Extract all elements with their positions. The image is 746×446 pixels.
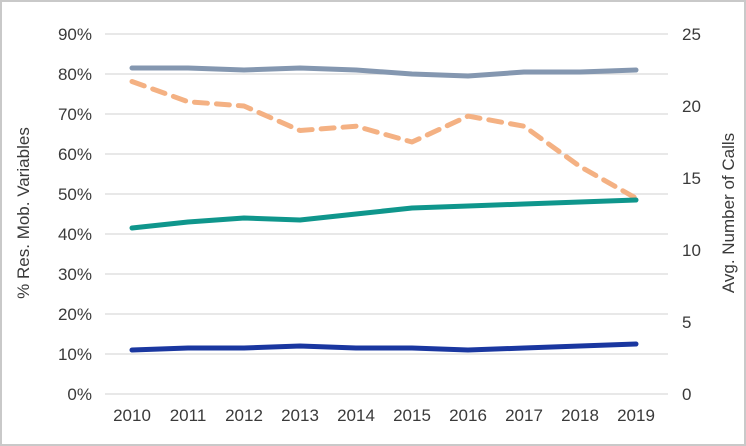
left-axis-title: % Res. Mob. Variables — [14, 127, 33, 299]
x-tick-label: 2019 — [617, 406, 655, 425]
right-tick-label: 10 — [682, 241, 701, 260]
series-lines — [129, 65, 639, 353]
right-tick-label: 20 — [682, 97, 701, 116]
navy-line — [129, 341, 639, 353]
teal-line — [129, 197, 639, 231]
right-axis-title: Avg. Number of Calls — [719, 132, 738, 294]
slate-line — [129, 65, 639, 79]
right-tick-label: 5 — [682, 313, 691, 332]
orange-dashed-line — [129, 79, 639, 201]
x-tick-label: 2011 — [170, 406, 207, 425]
left-tick-label: 30% — [58, 265, 92, 284]
right-tick-label: 0 — [682, 385, 691, 404]
x-tick-label: 2014 — [337, 406, 375, 425]
x-tick-label: 2018 — [561, 406, 599, 425]
left-tick-label: 80% — [58, 65, 92, 84]
left-tick-label: 50% — [58, 185, 92, 204]
right-axis-tick-labels: 0 5 10 15 20 25 — [682, 25, 701, 404]
right-tick-label: 25 — [682, 25, 701, 44]
x-tick-label: 2015 — [393, 406, 431, 425]
right-tick-label: 15 — [682, 169, 701, 188]
x-tick-label: 2013 — [281, 406, 319, 425]
x-tick-label: 2010 — [113, 406, 151, 425]
left-tick-label: 10% — [58, 345, 92, 364]
left-tick-label: 40% — [58, 225, 92, 244]
x-tick-label: 2016 — [449, 406, 487, 425]
x-axis-tick-labels: 2010 2011 2012 2013 2014 2015 2016 2017 2018 2019 — [113, 406, 655, 425]
x-tick-label: 2012 — [225, 406, 263, 425]
left-tick-label: 60% — [58, 145, 92, 164]
left-axis-tick-labels: 0% 10% 20% 30% 40% 50% 60% 70% 80% 90% — [58, 25, 92, 404]
left-tick-label: 20% — [58, 305, 92, 324]
left-tick-label: 0% — [67, 385, 92, 404]
left-tick-label: 90% — [58, 25, 92, 44]
gridlines — [105, 33, 668, 395]
left-tick-label: 70% — [58, 105, 92, 124]
x-tick-label: 2017 — [505, 406, 543, 425]
